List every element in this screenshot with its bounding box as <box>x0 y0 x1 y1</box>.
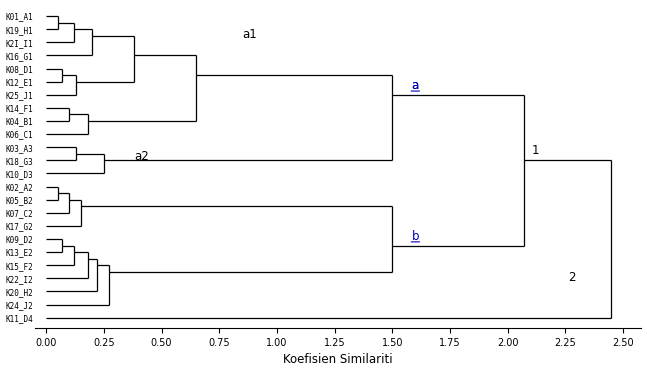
Text: b: b <box>411 230 419 243</box>
Text: a2: a2 <box>134 150 149 163</box>
Text: 2: 2 <box>569 271 576 284</box>
Text: a1: a1 <box>243 28 257 41</box>
Text: a: a <box>411 80 419 93</box>
Text: $\mathregular{a}$: $\mathregular{a}$ <box>411 80 419 93</box>
X-axis label: Koefisien Similariti: Koefisien Similariti <box>283 353 393 366</box>
Text: 1: 1 <box>532 144 539 157</box>
